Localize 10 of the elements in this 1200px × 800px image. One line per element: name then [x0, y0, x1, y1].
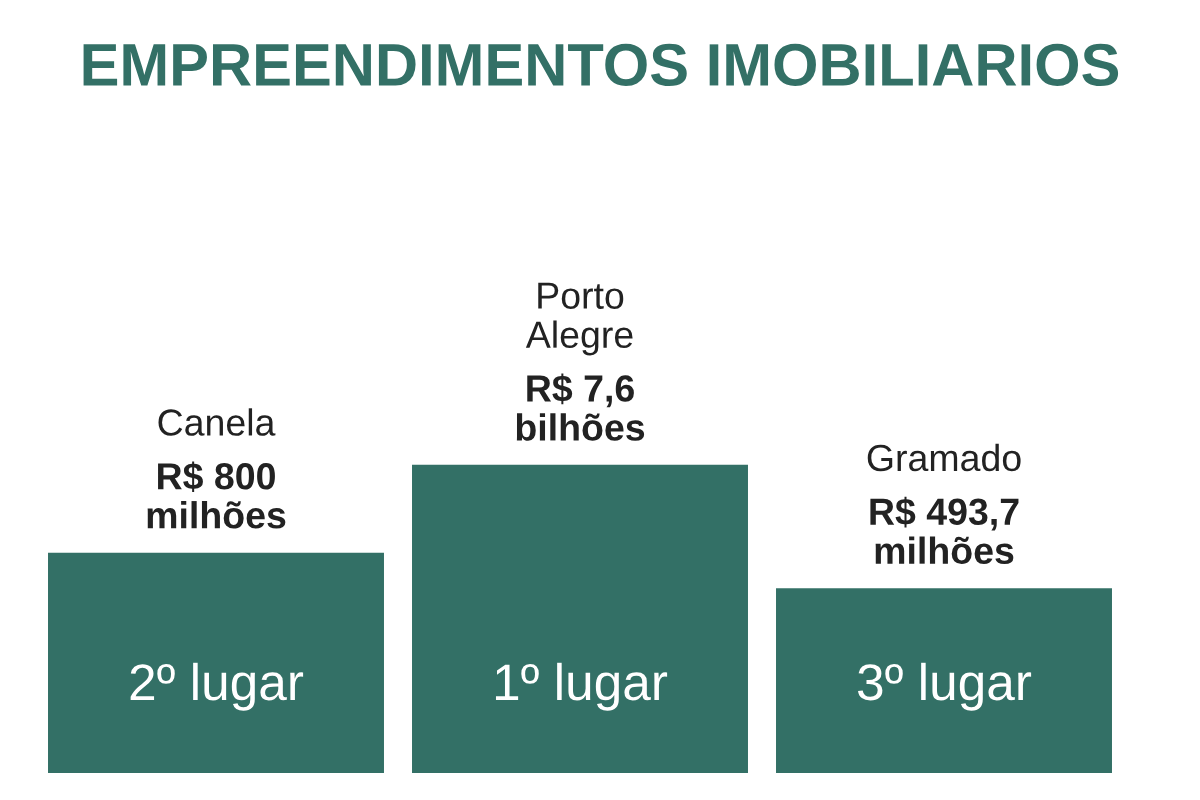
text: R$ 800 milhões — [147, 461, 286, 529]
text: R$ 7,6 bilhões — [516, 373, 645, 441]
category-label: Gramado — [867, 443, 1021, 472]
text: R$ 493,7 milhões — [870, 496, 1019, 565]
data-label: 2º lugar — [130, 662, 304, 711]
category-label: Canela — [158, 408, 276, 436]
category-label: Porto Alegre — [525, 282, 633, 356]
data-label: 1º lugar — [495, 662, 668, 711]
text: EMPREENDIMENTOS IMOBILIARIOS — [83, 43, 1119, 87]
data-label: 3º lugar — [858, 662, 1032, 711]
